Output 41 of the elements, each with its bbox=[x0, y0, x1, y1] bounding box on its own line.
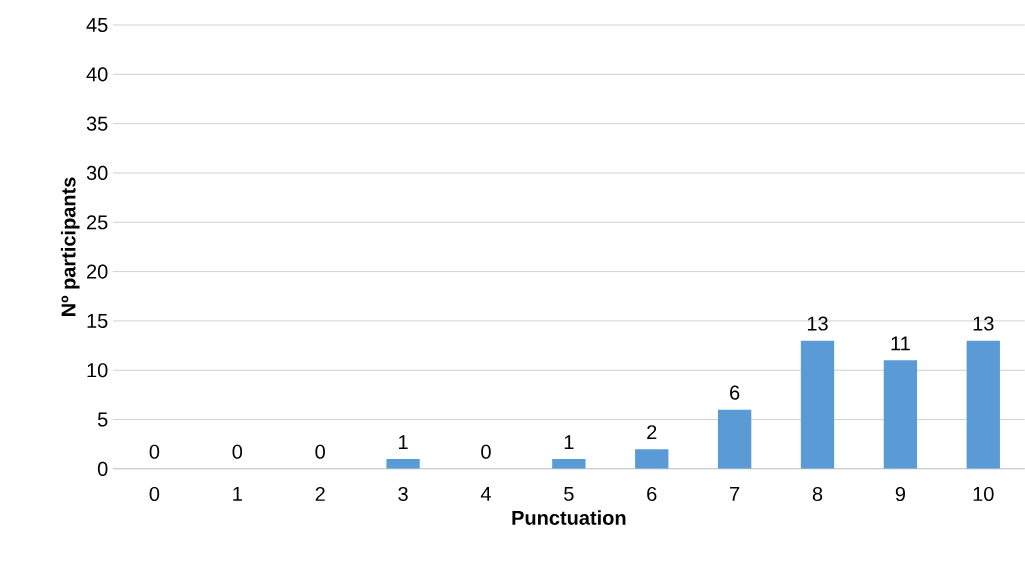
y-tick-label: 45 bbox=[86, 18, 108, 33]
bar bbox=[635, 449, 669, 469]
data-label: 13 bbox=[973, 316, 994, 331]
data-label: 0 bbox=[149, 444, 160, 459]
x-tick-label: 9 bbox=[895, 486, 905, 502]
data-label: 13 bbox=[807, 316, 828, 331]
y-tick-label: 40 bbox=[86, 67, 108, 82]
y-tick-label: 30 bbox=[86, 165, 108, 181]
x-tick-label: 2 bbox=[315, 486, 325, 501]
data-label: 2 bbox=[647, 425, 657, 440]
data-label: 6 bbox=[730, 385, 740, 400]
y-axis-title: Nº participants bbox=[60, 177, 80, 316]
data-label: 1 bbox=[399, 435, 408, 450]
x-tick-label: 4 bbox=[480, 486, 491, 501]
x-tick-label: 10 bbox=[973, 486, 994, 502]
bar bbox=[717, 409, 752, 469]
x-axis-title: Punctuation bbox=[512, 510, 626, 525]
data-label: 0 bbox=[315, 444, 325, 459]
bar bbox=[966, 340, 1000, 469]
x-tick-label: 8 bbox=[812, 486, 823, 502]
bar bbox=[800, 340, 835, 469]
data-label: 0 bbox=[481, 444, 491, 459]
y-tick-label: 25 bbox=[87, 215, 108, 230]
bar bbox=[552, 459, 586, 469]
y-tick-label: 35 bbox=[86, 116, 108, 131]
x-tick-label: 6 bbox=[647, 486, 657, 502]
x-tick-label: 3 bbox=[398, 486, 408, 502]
bar bbox=[386, 459, 420, 469]
y-tick-label: 10 bbox=[87, 363, 108, 378]
y-tick-label: 5 bbox=[97, 412, 108, 427]
data-label: 1 bbox=[564, 435, 574, 450]
x-tick-label: 0 bbox=[149, 486, 160, 502]
x-tick-label: 5 bbox=[564, 486, 574, 501]
y-tick-label: 0 bbox=[97, 461, 108, 477]
y-tick-label: 15 bbox=[87, 314, 108, 328]
y-tick-label: 20 bbox=[87, 264, 108, 279]
bar bbox=[883, 360, 918, 469]
x-tick-label: 1 bbox=[233, 486, 242, 501]
data-label: 0 bbox=[232, 444, 243, 459]
x-tick-label: 7 bbox=[730, 486, 740, 501]
data-label: 11 bbox=[891, 336, 910, 351]
